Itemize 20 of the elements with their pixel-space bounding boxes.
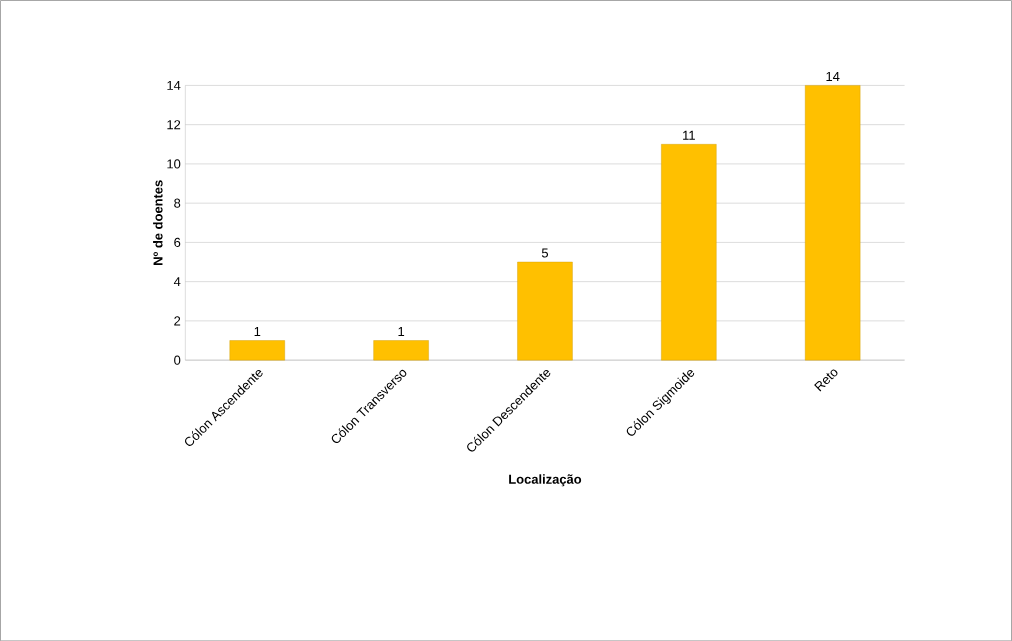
x-axis-title: Localização [509,474,582,487]
data-label: 5 [541,248,549,258]
y-tick-label: 6 [174,237,181,247]
bar [373,340,429,361]
data-label: 1 [398,326,405,336]
bar [805,85,861,361]
y-tick-label: 0 [174,355,181,365]
bar [229,340,285,361]
y-axis-title: Nº de doentes [153,180,163,265]
y-tick-label: 4 [173,277,181,286]
bar [661,143,717,361]
y-tick-label: 14 [167,80,181,90]
y-tick-label: 10 [167,159,181,169]
y-tick-label: 2 [174,316,181,326]
y-tick-label: 12 [167,119,181,129]
data-label: 11 [683,130,695,140]
data-label: 14 [826,71,840,81]
bar [517,261,573,361]
data-label: 1 [254,326,261,336]
y-tick-label: 8 [174,198,181,208]
